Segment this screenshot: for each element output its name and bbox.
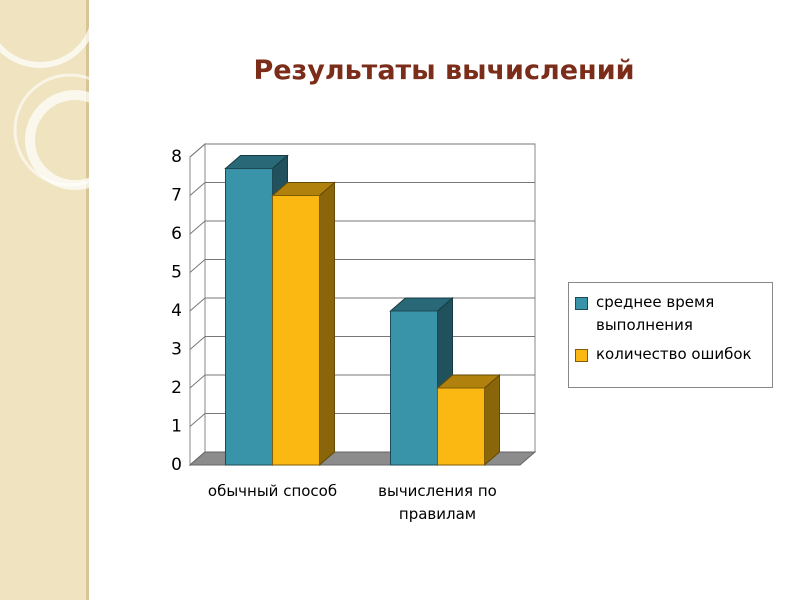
strip-edge (86, 0, 89, 600)
legend: среднее время выполнения количество ошибо… (568, 282, 773, 388)
bar (272, 195, 320, 466)
y-tick-label: 1 (171, 417, 182, 437)
legend-label: среднее время выполнения (596, 293, 715, 334)
bar (390, 310, 438, 466)
legend-item: количество ошибок (575, 343, 766, 366)
decor-circle (0, 0, 98, 68)
y-tick-label: 7 (171, 186, 182, 206)
grid-line (189, 259, 535, 273)
y-tick-label: 0 (171, 455, 182, 475)
y-tick-label: 6 (171, 224, 182, 244)
legend-swatch (575, 349, 588, 362)
x-tick-label: вычисления по правилам (378, 482, 497, 523)
grid-line (189, 182, 535, 196)
bar-side (484, 373, 500, 467)
legend-swatch (575, 297, 588, 310)
slide-title: Результаты вычислений (253, 55, 635, 86)
side-strip (0, 0, 88, 600)
bar (225, 168, 273, 466)
y-tick-label: 8 (171, 147, 182, 167)
grid-line (189, 220, 535, 235)
legend-label: количество ошибок (596, 345, 752, 363)
legend-item: среднее время выполнения (575, 291, 766, 337)
bar (437, 387, 485, 466)
grid-line (189, 143, 535, 158)
bar-side (319, 181, 335, 467)
y-tick-label: 3 (171, 340, 182, 360)
x-tick-label: обычный способ (207, 482, 338, 500)
decor-circle (13, 73, 127, 187)
y-tick-label: 5 (171, 263, 182, 283)
y-tick-label: 2 (171, 378, 182, 398)
y-tick-label: 4 (171, 301, 182, 321)
